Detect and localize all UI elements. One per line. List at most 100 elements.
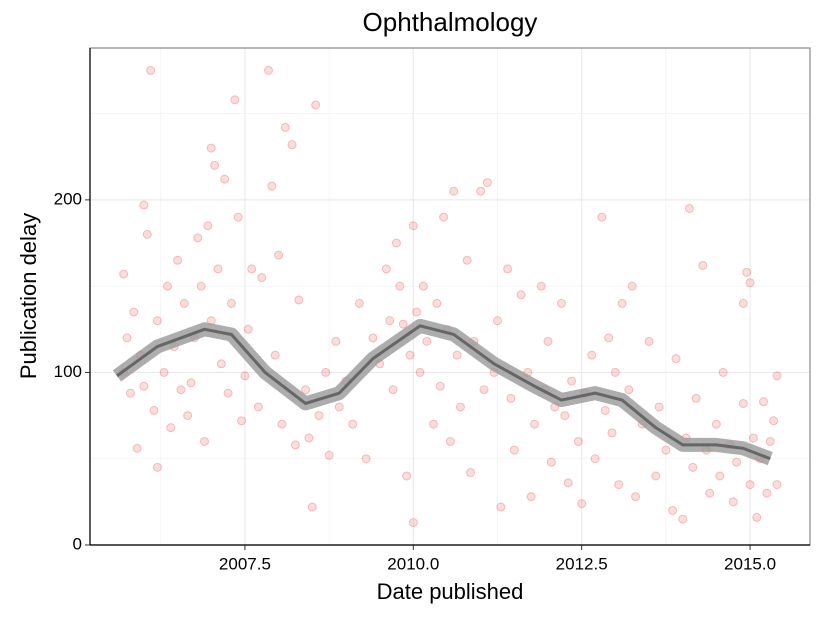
point <box>395 281 405 291</box>
point <box>445 436 455 446</box>
point <box>294 295 304 305</box>
point <box>321 367 331 377</box>
point <box>257 273 267 283</box>
point <box>631 492 641 502</box>
point <box>206 143 216 153</box>
point <box>176 385 186 395</box>
point <box>556 298 566 308</box>
point <box>381 264 391 274</box>
point <box>199 436 209 446</box>
chart-title: Ophthalmology <box>363 7 538 37</box>
point <box>385 316 395 326</box>
point <box>253 402 263 412</box>
y-tick-label: 0 <box>73 534 82 553</box>
point <box>142 229 152 239</box>
point <box>280 122 290 132</box>
point <box>418 281 428 291</box>
point <box>654 402 664 412</box>
point <box>324 450 334 460</box>
point <box>432 298 442 308</box>
point <box>368 333 378 343</box>
point <box>125 388 135 398</box>
point <box>769 416 779 426</box>
point <box>159 367 169 377</box>
point <box>462 255 472 265</box>
point <box>536 281 546 291</box>
point <box>600 405 610 415</box>
point <box>196 281 206 291</box>
point <box>263 65 273 75</box>
point <box>597 212 607 222</box>
point <box>738 298 748 308</box>
point <box>226 298 236 308</box>
point <box>607 428 617 438</box>
point <box>698 260 708 270</box>
point <box>688 462 698 472</box>
point <box>772 371 782 381</box>
point <box>210 160 220 170</box>
point <box>627 281 637 291</box>
point <box>314 411 324 421</box>
point <box>203 221 213 231</box>
point <box>186 378 196 388</box>
point <box>415 367 425 377</box>
point <box>492 316 502 326</box>
point <box>193 233 203 243</box>
point <box>765 436 775 446</box>
point <box>705 488 715 498</box>
point <box>644 336 654 346</box>
point <box>590 454 600 464</box>
point <box>361 454 371 464</box>
point <box>526 492 536 502</box>
x-tick-label: 2012.5 <box>556 554 608 573</box>
point <box>139 381 149 391</box>
point <box>624 385 634 395</box>
point <box>759 397 769 407</box>
point <box>455 402 465 412</box>
point <box>452 350 462 360</box>
point <box>139 200 149 210</box>
point <box>428 419 438 429</box>
point <box>270 350 280 360</box>
point <box>684 203 694 213</box>
point <box>439 212 449 222</box>
point <box>307 502 317 512</box>
point <box>311 100 321 110</box>
point <box>516 290 526 300</box>
point <box>183 411 193 421</box>
point <box>745 278 755 288</box>
point <box>691 393 701 403</box>
point <box>388 385 398 395</box>
point <box>728 497 738 507</box>
point <box>237 416 247 426</box>
point <box>476 186 486 196</box>
point <box>573 436 583 446</box>
point <box>247 264 257 274</box>
point <box>449 186 459 196</box>
point <box>752 512 762 522</box>
point <box>230 95 240 105</box>
point <box>479 385 489 395</box>
point <box>391 238 401 248</box>
point <box>614 480 624 490</box>
point <box>408 518 418 528</box>
point <box>408 221 418 231</box>
point <box>610 367 620 377</box>
point <box>745 480 755 490</box>
point <box>402 471 412 481</box>
point <box>530 419 540 429</box>
point <box>711 419 721 429</box>
point <box>267 181 277 191</box>
point <box>651 471 661 481</box>
point <box>213 264 223 274</box>
point <box>567 376 577 386</box>
point <box>742 267 752 277</box>
smooth-line <box>116 324 771 461</box>
point <box>290 440 300 450</box>
point <box>398 319 408 329</box>
point <box>496 502 506 512</box>
point <box>152 316 162 326</box>
y-tick-label: 100 <box>54 362 82 381</box>
